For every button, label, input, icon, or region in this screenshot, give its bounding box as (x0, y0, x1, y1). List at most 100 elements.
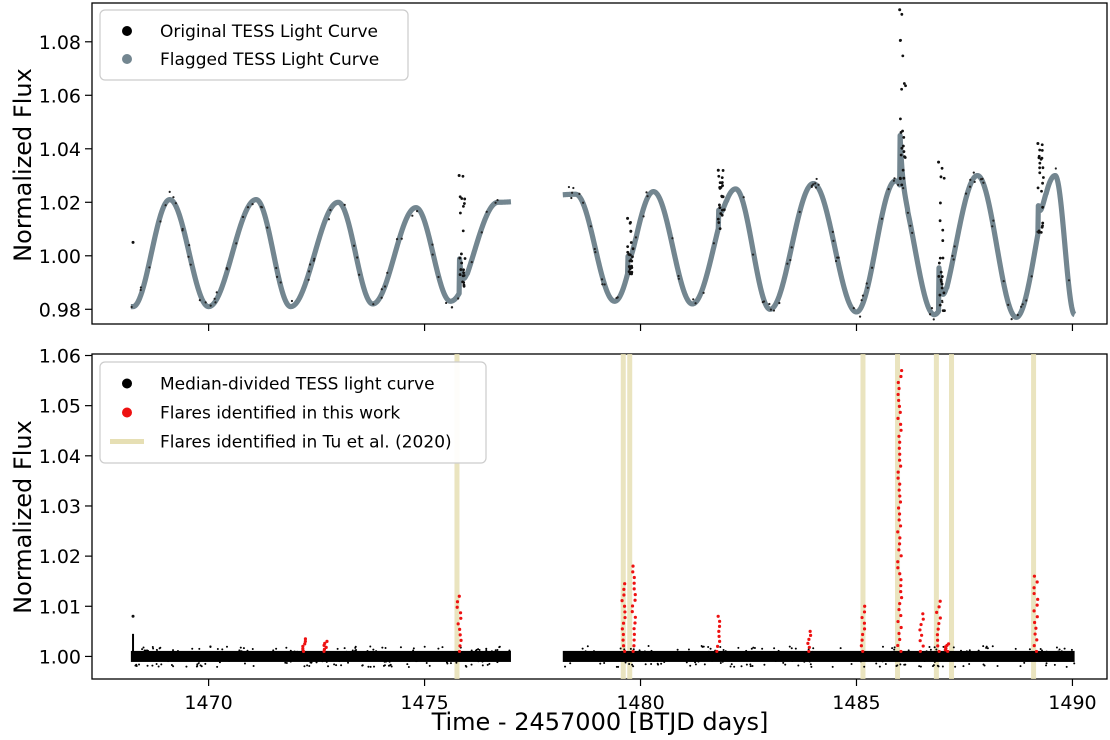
median-divided-point (198, 657, 201, 660)
median-divided-point (629, 647, 632, 650)
median-divided-point (412, 647, 415, 650)
flare-point (896, 470, 900, 474)
flare-point (937, 621, 941, 626)
median-divided-point (473, 654, 476, 657)
original-point (189, 263, 192, 266)
flare-point (1035, 615, 1039, 619)
original-point (214, 301, 217, 304)
flare-point (937, 605, 941, 609)
median-divided-point (225, 654, 228, 657)
median-divided-point (850, 662, 853, 665)
median-divided-point (284, 656, 287, 659)
flare-point (897, 404, 902, 409)
original-point (279, 281, 282, 284)
median-divided-point (481, 664, 484, 667)
median-divided-point (745, 663, 748, 666)
legend-box (99, 361, 487, 464)
median-divided-point (676, 648, 679, 651)
original-point (694, 302, 697, 305)
y-tick-label: 1.01 (39, 596, 81, 618)
median-divided-point (481, 660, 484, 663)
median-divided-point (603, 661, 606, 664)
median-divided-point (862, 657, 865, 660)
flare-point (899, 464, 903, 468)
median-divided-point (1059, 652, 1061, 655)
flare-point (896, 643, 900, 648)
original-point (973, 180, 976, 183)
median-divided-point (1014, 647, 1017, 650)
flare-point (631, 570, 635, 574)
flare-point (621, 632, 625, 637)
legend-marker (122, 26, 132, 36)
median-divided-point (925, 650, 928, 653)
median-divided-point (141, 648, 144, 651)
median-divided-point (434, 659, 437, 662)
flare-point (807, 637, 811, 641)
original-flare-point (1038, 171, 1042, 175)
flare-point (620, 599, 624, 603)
original-flare-point (904, 84, 907, 88)
median-divided-point (266, 652, 269, 655)
median-divided-point (184, 659, 187, 662)
flare-point (324, 645, 328, 650)
original-flare-point (1039, 157, 1043, 161)
median-divided-point (161, 654, 164, 657)
median-divided-point (577, 655, 580, 658)
legend-marker (122, 407, 132, 418)
original-flare-point (938, 293, 942, 297)
median-divided-point (750, 647, 753, 650)
median-divided-point (968, 649, 971, 652)
median-divided-point (1049, 658, 1051, 661)
median-divided-point (1057, 650, 1060, 653)
median-divided-point (850, 656, 853, 659)
median-divided-point (489, 651, 492, 654)
median-divided-point (996, 664, 999, 667)
flare-point (323, 641, 327, 645)
median-divided-point (305, 658, 308, 661)
original-point (964, 192, 968, 195)
median-divided-point (441, 658, 444, 661)
original-point (677, 274, 680, 278)
median-divided-point (351, 658, 354, 661)
median-divided-point (167, 660, 170, 663)
median-divided-point (425, 662, 428, 665)
flare-point (623, 649, 627, 654)
median-divided-point (242, 647, 245, 650)
y-tick-label: 1.02 (39, 192, 81, 214)
flare-point (632, 632, 636, 636)
median-divided-point (723, 656, 726, 659)
original-point (887, 188, 890, 191)
original-flare-point (900, 87, 904, 91)
original-flare-point (627, 265, 631, 268)
original-point (567, 185, 571, 189)
median-divided-point (692, 651, 695, 654)
original-point (159, 220, 162, 223)
original-point (789, 258, 792, 262)
median-divided-point (685, 661, 688, 664)
median-divided-point (443, 653, 446, 656)
original-point (416, 210, 419, 213)
bottom-y-axis-label: Normalized Flux (9, 420, 37, 614)
original-point (139, 286, 142, 289)
median-divided-point (159, 646, 162, 649)
median-divided-point (647, 645, 650, 647)
original-flare-point (458, 273, 462, 276)
original-point (251, 202, 254, 206)
median-divided-point (351, 649, 354, 652)
median-divided-point (345, 650, 348, 653)
original-flare-point (901, 144, 905, 148)
median-divided-point (608, 652, 611, 655)
median-divided-point (284, 661, 287, 664)
median-divided-point (1053, 663, 1056, 666)
median-divided-point (1042, 654, 1045, 657)
x-axis-label: Time - 2457000 [BTJD days] (431, 708, 769, 736)
original-point (437, 275, 440, 279)
median-divided-point (160, 663, 163, 666)
median-divided-point (581, 647, 584, 650)
flare-point (859, 644, 863, 648)
median-divided-point (375, 650, 378, 653)
median-divided-point (1015, 658, 1018, 661)
original-flare-point (899, 130, 903, 134)
median-divided-point (801, 658, 804, 661)
